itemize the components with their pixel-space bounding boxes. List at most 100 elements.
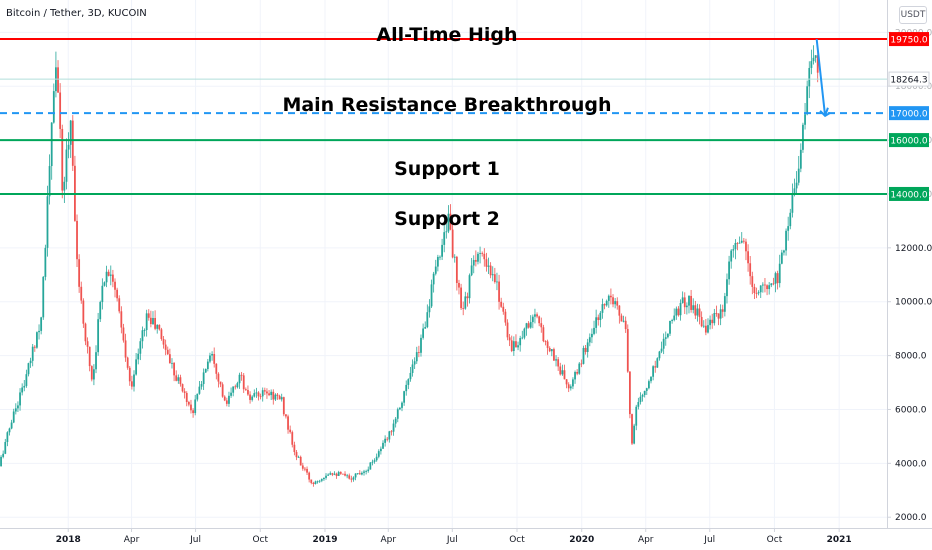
candle-body: [394, 418, 397, 424]
candle-body: [415, 352, 418, 362]
candle-body: [745, 241, 747, 252]
candle-body: [757, 292, 760, 294]
candle-body: [584, 347, 587, 352]
candle-body: [451, 229, 454, 258]
candle-body: [200, 384, 203, 387]
x-tick-label: Apr: [380, 535, 396, 545]
level-price-tag-label: 19750.0: [890, 36, 927, 46]
candle-body: [213, 354, 216, 364]
time-axis[interactable]: 2018 Apr Jul Oct 2019 Apr Jul Oct 2020 Apr Jul Oct 2…: [56, 528, 852, 545]
candle-body: [810, 61, 813, 68]
candle-body: [38, 330, 40, 333]
candle-body: [487, 265, 490, 267]
candle-body: [574, 371, 576, 380]
candle-body: [363, 471, 365, 473]
candle-body: [424, 327, 427, 329]
candle-body: [510, 340, 513, 352]
x-tick-label: Jul: [189, 535, 201, 545]
candle-body: [715, 313, 718, 314]
x-tick-label: Oct: [767, 535, 783, 545]
candle-body: [118, 298, 121, 312]
candle-body: [546, 341, 549, 348]
candle-body: [398, 407, 401, 410]
candle-body: [244, 389, 247, 391]
candle-body: [76, 220, 78, 260]
candle-body: [156, 324, 159, 329]
candle-body: [597, 317, 600, 321]
y-tick-label: 6000.0: [895, 405, 927, 415]
candle-body: [356, 473, 359, 474]
candle-body: [472, 260, 475, 266]
currency-button[interactable]: USDT: [899, 6, 927, 24]
candle-body: [814, 55, 817, 58]
x-tick-label: 2020: [569, 535, 594, 545]
candle-body: [217, 373, 220, 382]
candle-body: [523, 328, 526, 338]
candle-body: [464, 296, 467, 309]
candle-body: [816, 55, 819, 73]
candle-body: [453, 256, 456, 258]
candle-body: [508, 337, 511, 341]
candle-body: [333, 473, 336, 475]
candle-body: [329, 473, 332, 475]
candle-body: [721, 309, 724, 312]
candle-body: [620, 315, 623, 322]
candle-body: [795, 182, 798, 189]
candle-body: [740, 240, 743, 243]
candle-body: [713, 313, 716, 324]
candle-body: [71, 120, 74, 166]
candle-body: [164, 344, 167, 350]
candle-body: [719, 309, 722, 319]
candle-body: [563, 370, 566, 380]
candle-body: [759, 285, 762, 293]
candle-body: [751, 276, 754, 287]
candle-body: [29, 360, 32, 364]
candle-body: [496, 281, 498, 283]
candle-body: [709, 319, 711, 326]
candle-body: [274, 394, 277, 400]
candle-body: [673, 315, 676, 321]
candle-body: [289, 429, 292, 433]
candle-body: [221, 384, 224, 397]
candle-body: [443, 232, 446, 245]
candle-body: [206, 361, 209, 370]
candle-body: [726, 279, 728, 297]
x-tick-label: Oct: [509, 535, 525, 545]
candle-body: [88, 346, 91, 367]
candle-body: [474, 260, 477, 262]
candle-body: [550, 349, 553, 352]
candle-body: [525, 323, 528, 329]
candle-body: [124, 340, 127, 358]
candle-body: [280, 397, 283, 400]
candle-body: [515, 341, 517, 348]
candle-body: [346, 475, 349, 477]
candle-body: [390, 431, 393, 433]
candle-body: [717, 313, 720, 319]
candle-body: [728, 261, 730, 280]
x-tick-label: Apr: [638, 535, 654, 545]
candle-body: [335, 473, 338, 476]
candle-body: [635, 406, 638, 426]
candle-body: [331, 473, 334, 475]
candle-body: [339, 472, 342, 474]
candle-body: [656, 358, 659, 368]
candle-body: [677, 308, 680, 316]
candle-body: [82, 300, 85, 324]
candle-body: [232, 386, 235, 393]
candle-body: [671, 320, 674, 321]
candle-body: [84, 323, 87, 342]
y-tick-label: 10000.0: [895, 298, 932, 308]
candle-body: [580, 363, 583, 365]
candle-body: [209, 355, 211, 362]
candle-body: [166, 349, 169, 355]
candle-body: [761, 284, 764, 286]
candle-body: [149, 317, 152, 325]
candle-body: [236, 383, 239, 388]
candle-body: [373, 460, 376, 462]
candle-body: [162, 338, 165, 345]
candle-body: [572, 379, 574, 387]
candle-body: [337, 472, 340, 476]
candle-body: [561, 370, 564, 375]
candle-body: [63, 181, 66, 191]
